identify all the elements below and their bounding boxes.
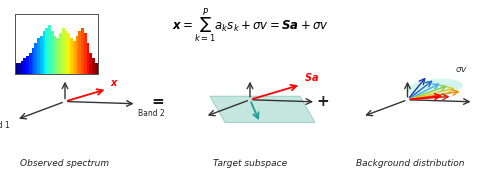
- Text: $\boldsymbol{x} = \sum_{k=1}^{P} a_k s_k + \sigma v = \boldsymbol{S}\boldsymbol{: $\boldsymbol{x} = \sum_{k=1}^{P} a_k s_k…: [172, 7, 328, 45]
- Bar: [86, 43, 90, 74]
- Bar: [20, 61, 23, 74]
- Text: Observed spectrum: Observed spectrum: [20, 159, 110, 168]
- Bar: [70, 38, 73, 74]
- Bar: [45, 28, 48, 74]
- Bar: [48, 25, 51, 74]
- Ellipse shape: [407, 79, 463, 96]
- Bar: [76, 36, 78, 74]
- Bar: [78, 30, 81, 74]
- Bar: [54, 36, 56, 74]
- Text: +: +: [316, 94, 329, 109]
- Bar: [84, 33, 86, 74]
- Text: Target subspace: Target subspace: [213, 159, 287, 168]
- Bar: [40, 36, 42, 74]
- Bar: [62, 28, 64, 74]
- Bar: [42, 30, 45, 74]
- Bar: [18, 63, 21, 74]
- Text: Background distribution: Background distribution: [356, 159, 464, 168]
- Bar: [95, 63, 98, 74]
- Text: =: =: [151, 94, 164, 109]
- Text: Band 1: Band 1: [0, 121, 10, 130]
- Bar: [64, 30, 67, 74]
- Bar: [37, 38, 40, 74]
- Bar: [67, 33, 70, 74]
- Text: $\boldsymbol{x}$: $\boldsymbol{x}$: [110, 78, 120, 88]
- Bar: [56, 38, 59, 74]
- Bar: [59, 33, 62, 74]
- FancyBboxPatch shape: [15, 14, 98, 74]
- Bar: [90, 53, 92, 74]
- Bar: [73, 41, 76, 74]
- Text: Band 2: Band 2: [138, 109, 164, 118]
- Bar: [34, 43, 37, 74]
- Bar: [29, 53, 32, 74]
- Bar: [26, 56, 29, 74]
- Bar: [92, 58, 95, 74]
- Text: $\sigma v$: $\sigma v$: [455, 65, 468, 74]
- Text: $\boldsymbol{Sa}$: $\boldsymbol{Sa}$: [304, 71, 319, 83]
- Text: Band 3: Band 3: [65, 68, 92, 77]
- Bar: [81, 28, 84, 74]
- Bar: [32, 48, 34, 74]
- Bar: [51, 30, 54, 74]
- Polygon shape: [210, 96, 315, 122]
- Bar: [23, 58, 26, 74]
- Bar: [15, 63, 18, 74]
